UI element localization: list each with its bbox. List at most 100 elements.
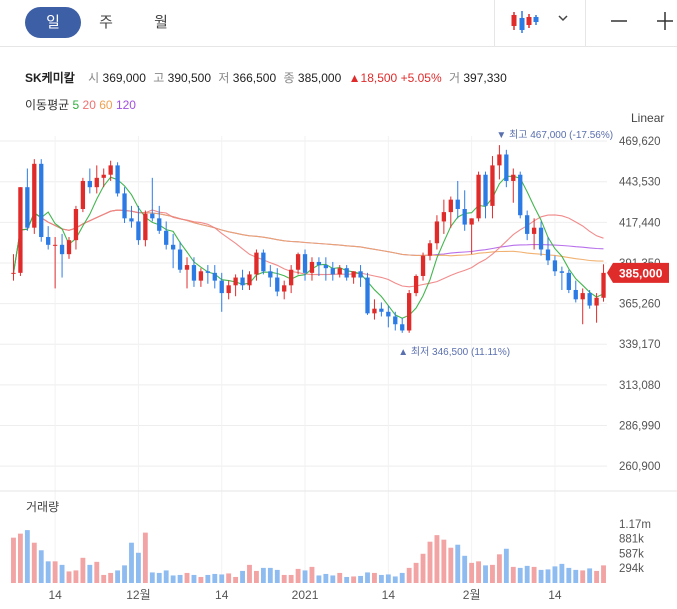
volume-bar — [142, 532, 148, 583]
volume-bar — [601, 565, 606, 583]
volume-bar — [413, 562, 419, 583]
volume-bar — [45, 561, 51, 583]
x-tick-label: 14 — [382, 588, 396, 602]
volume-bar — [434, 535, 440, 583]
low-marker: ▲ 최저 346,500 (11.11%) — [398, 346, 510, 358]
x-tick-label: 2021 — [292, 588, 319, 602]
toolbar-divider — [494, 0, 495, 46]
scale-selector[interactable]: Linear — [631, 111, 665, 125]
candle-body — [511, 174, 516, 181]
candle-body — [601, 272, 606, 298]
ma120-label[interactable]: 120 — [115, 98, 136, 112]
volume-bar — [212, 573, 218, 583]
volume-bar — [80, 557, 86, 583]
minus-icon[interactable] — [609, 9, 629, 37]
tab-month[interactable]: 월 — [154, 14, 168, 31]
volume-bar — [288, 574, 294, 583]
volume-bar — [191, 574, 197, 583]
volume-bar — [163, 570, 169, 583]
x-tick-label: 12월 — [126, 588, 150, 602]
tab-week[interactable]: 주 — [99, 14, 113, 31]
volume-bar — [38, 550, 44, 583]
top-toolbar: 일 주 월 — [0, 0, 677, 47]
volume-bar — [73, 570, 79, 583]
y-tick-label: 469,620 — [619, 136, 661, 148]
candle-body — [101, 174, 106, 178]
high-marker: ▼ 최고 467,000 (-17.56%) — [496, 129, 613, 141]
candle-body — [115, 165, 120, 194]
tab-day[interactable]: 일 — [25, 7, 81, 38]
candle-body — [545, 249, 551, 261]
candle-body — [268, 271, 273, 278]
volume-bar — [205, 574, 211, 583]
volume-bar — [17, 533, 23, 583]
volume-title: 거래량 — [26, 500, 60, 514]
current-price-label: 385,000 — [619, 266, 663, 280]
volume-bar — [260, 567, 266, 583]
volume-bar — [59, 564, 65, 583]
volume-bar — [496, 554, 502, 583]
volume-bar — [122, 565, 127, 583]
volume-bar — [170, 575, 176, 583]
candle-body — [164, 230, 169, 245]
candle-body — [129, 218, 134, 222]
volume-bar — [108, 572, 114, 583]
volume-bar — [517, 567, 523, 583]
candle-body — [427, 243, 433, 256]
volume-tick-label: 294k — [619, 563, 644, 575]
candle-body — [288, 269, 294, 286]
plus-icon[interactable] — [655, 9, 675, 37]
candle-body — [261, 252, 266, 272]
volume-bar — [524, 565, 530, 583]
candle-body — [344, 268, 349, 278]
ma5-line — [12, 175, 604, 319]
candle-body — [441, 212, 447, 222]
candle-body — [309, 261, 315, 273]
y-tick-label: 286,990 — [619, 421, 661, 433]
volume-bar — [462, 555, 468, 583]
volume-bar — [274, 569, 280, 583]
volume-bar — [156, 572, 162, 583]
volume-bar — [587, 568, 593, 583]
candle-body — [191, 265, 197, 281]
candle-body — [538, 227, 544, 250]
volume-bar — [31, 542, 37, 583]
candle-body — [73, 208, 79, 241]
ma20-label[interactable]: 20 — [82, 98, 96, 112]
candle-body — [462, 208, 467, 225]
candle-body — [337, 268, 342, 275]
close-value: 385,000 — [297, 71, 342, 85]
candle-body — [254, 252, 259, 275]
candle-body — [25, 187, 30, 228]
volume-bar — [240, 570, 245, 583]
volume-bar — [129, 542, 134, 583]
candle-body — [330, 268, 335, 275]
candle-body — [177, 249, 183, 270]
candle-body — [226, 285, 231, 294]
volume-bar — [149, 572, 155, 583]
volume-bar — [177, 574, 183, 583]
candle-body — [469, 218, 474, 225]
volume-bar — [302, 570, 308, 583]
price-summary: SK케미칼 시 369,000 고 390,500 저 366,500 종 38… — [25, 69, 507, 86]
volume-bar — [580, 570, 586, 583]
candle-body — [365, 277, 370, 314]
volume-bar — [316, 575, 322, 583]
volume-bar — [135, 552, 141, 583]
candle-body — [420, 255, 426, 276]
volume-bar — [66, 571, 72, 583]
low-value: 366,500 — [232, 71, 277, 85]
ma5-label[interactable]: 5 — [72, 98, 80, 112]
chart-type-selector[interactable] — [508, 9, 578, 37]
moving-average-legend: 이동평균 5 20 60 120 — [25, 96, 136, 113]
candle-body — [136, 221, 141, 241]
ma60-label[interactable]: 60 — [99, 98, 113, 112]
candle-body — [170, 244, 176, 250]
candle-body — [18, 187, 23, 273]
candle-body — [212, 272, 217, 281]
candle-body — [566, 272, 571, 290]
volume-bar — [344, 576, 350, 583]
volume-bar — [559, 563, 565, 583]
volume-bar — [330, 575, 336, 583]
